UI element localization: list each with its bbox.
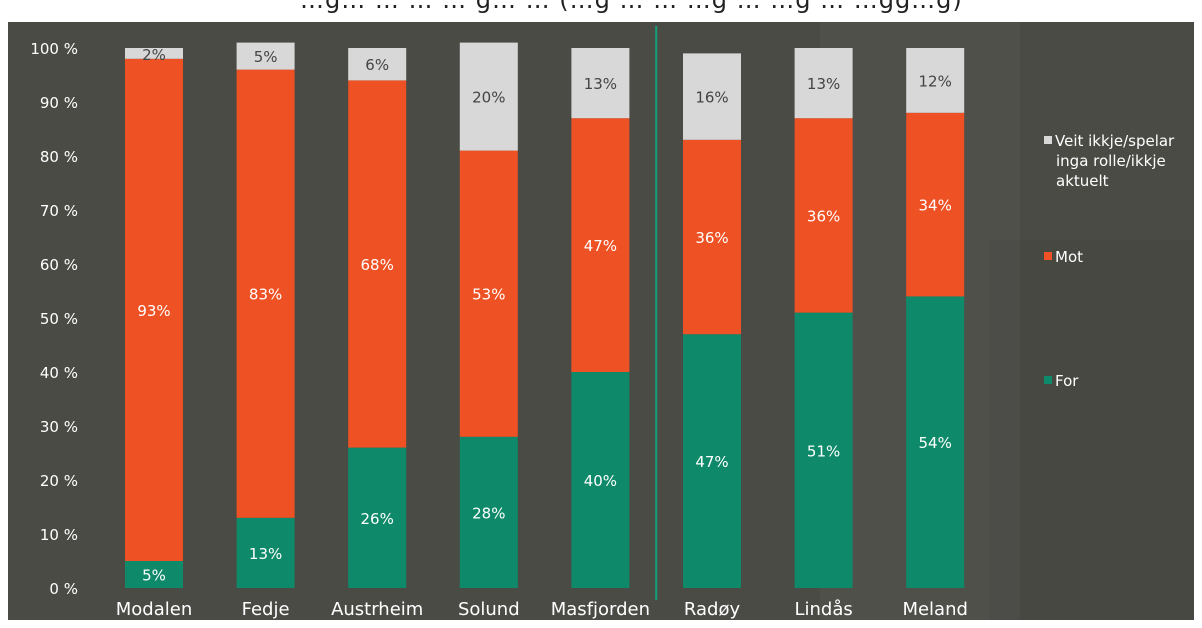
- bar-segment: [459, 436, 518, 588]
- data-label: 5%: [254, 48, 278, 66]
- bar-segment: [348, 80, 407, 448]
- bar-segment: [236, 42, 295, 70]
- data-label: 16%: [695, 89, 728, 107]
- legend-swatch: [1044, 252, 1052, 260]
- bar-segment: [906, 48, 965, 113]
- bar-segment: [794, 312, 853, 588]
- bar-segment: [683, 334, 741, 588]
- background-panel-shade: [990, 240, 1194, 620]
- bar-segment: [794, 118, 853, 313]
- data-label: 54%: [919, 434, 952, 452]
- bar-segment: [125, 561, 183, 588]
- legend-label: Mot: [1055, 248, 1083, 266]
- data-label: 40%: [584, 472, 617, 490]
- data-label: 68%: [361, 256, 394, 274]
- data-label: 47%: [584, 237, 617, 255]
- bar-segment: [348, 48, 407, 81]
- data-label: 93%: [137, 302, 170, 320]
- y-tick-label: 100 %: [30, 40, 78, 58]
- y-tick-label: 70 %: [40, 202, 78, 220]
- y-tick-label: 30 %: [40, 418, 78, 436]
- bar-segment: [125, 58, 183, 562]
- bar-segment: [236, 69, 295, 518]
- data-label: 13%: [249, 545, 282, 563]
- bar-segment: [683, 53, 741, 140]
- data-label: 36%: [695, 229, 728, 247]
- bar-segment: [236, 517, 295, 588]
- y-tick-label: 80 %: [40, 148, 78, 166]
- data-label: 26%: [361, 510, 394, 528]
- bar-segment: [683, 139, 741, 335]
- data-label: 51%: [807, 442, 840, 460]
- y-tick-label: 10 %: [40, 526, 78, 544]
- y-tick-label: 40 %: [40, 364, 78, 382]
- y-tick-label: 60 %: [40, 256, 78, 274]
- x-tick-label: Solund: [458, 599, 520, 620]
- data-label: 47%: [695, 453, 728, 471]
- data-label: 20%: [472, 89, 505, 107]
- x-tick-label: Radøy: [684, 599, 741, 620]
- data-label: 83%: [249, 286, 282, 304]
- data-label: 28%: [472, 504, 505, 522]
- x-tick-label: Fedje: [242, 599, 290, 620]
- data-label: 53%: [472, 286, 505, 304]
- legend-label: Veit ikkje/spelar: [1055, 132, 1175, 150]
- bar-segment: [906, 112, 965, 297]
- legend-label: inga rolle/ikkje: [1056, 152, 1166, 170]
- y-tick-label: 20 %: [40, 472, 78, 490]
- bar-segment: [571, 118, 630, 372]
- x-tick-label: Meland: [902, 599, 967, 620]
- y-tick-label: 90 %: [40, 94, 78, 112]
- bar-segment: [571, 48, 630, 119]
- data-label: 13%: [807, 75, 840, 93]
- x-tick-label: Lindås: [794, 599, 852, 620]
- legend-swatch: [1044, 136, 1052, 144]
- y-tick-label: 0 %: [49, 580, 78, 598]
- data-label: 5%: [142, 567, 166, 585]
- data-label: 2%: [142, 46, 166, 64]
- data-label: 36%: [807, 207, 840, 225]
- bar-segment: [125, 48, 183, 59]
- y-tick-label: 50 %: [40, 310, 78, 328]
- x-tick-label: Masfjorden: [551, 599, 650, 620]
- bar-segment: [571, 372, 630, 588]
- bar-segment: [906, 296, 965, 588]
- data-label: 12%: [919, 72, 952, 90]
- x-tick-label: Austrheim: [331, 599, 423, 620]
- legend-swatch: [1044, 376, 1052, 384]
- x-tick-label: Modalen: [116, 599, 192, 620]
- bar-segment: [794, 48, 853, 119]
- legend-label: For: [1055, 372, 1079, 390]
- legend-label: aktuelt: [1056, 172, 1109, 190]
- bar-segment: [348, 447, 407, 588]
- data-label: 6%: [365, 56, 389, 74]
- chart-title-fragment: …g… … … … g… … (…g … … …g … …g … …gg…g): [300, 0, 963, 14]
- bar-segment: [459, 150, 518, 437]
- data-label: 13%: [584, 75, 617, 93]
- bar-segment: [459, 42, 518, 151]
- data-label: 34%: [919, 197, 952, 215]
